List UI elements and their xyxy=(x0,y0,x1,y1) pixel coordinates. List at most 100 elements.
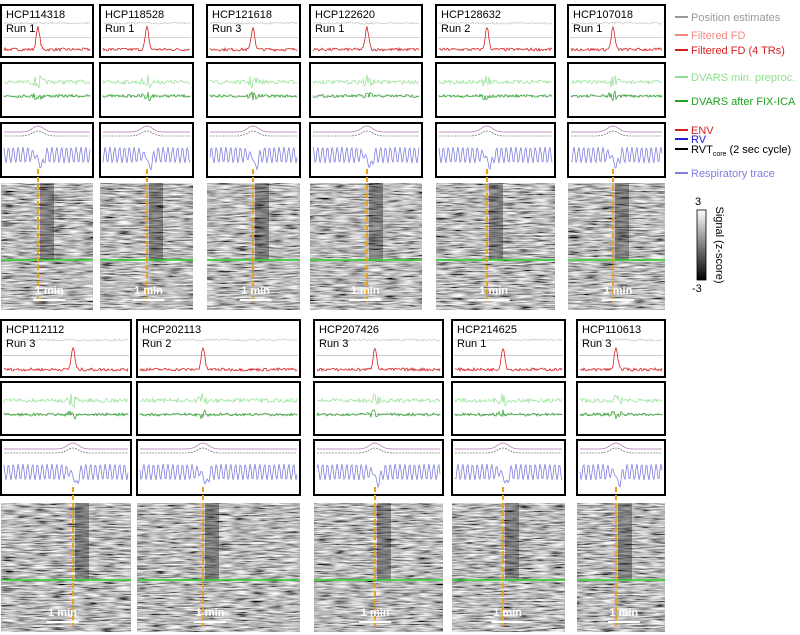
trace xyxy=(316,409,441,418)
panel-box xyxy=(576,319,666,378)
trace xyxy=(209,21,298,25)
trace xyxy=(438,75,553,87)
trace xyxy=(316,338,441,342)
scale-bar-label: 1 min xyxy=(609,607,638,619)
legend-text: DVARS min. preproc. xyxy=(691,72,795,84)
run-label: Run 1 xyxy=(457,338,486,350)
carpet-plot xyxy=(436,183,555,310)
trace xyxy=(312,91,420,99)
panel-box xyxy=(136,381,301,436)
run-label: Run 3 xyxy=(212,23,241,35)
trace xyxy=(140,442,297,450)
trace xyxy=(454,338,563,342)
scale-bar-label: 1 min xyxy=(479,285,508,297)
legend-label: DVARS after FIX-ICA xyxy=(691,96,796,108)
run-label: Run 3 xyxy=(582,338,611,350)
scale-bar-label: 1 min xyxy=(604,285,633,297)
panel-box xyxy=(206,62,301,118)
legend-text: RV xyxy=(691,134,707,146)
legend-text: Filtered FD (4 TRs) xyxy=(691,45,785,57)
dark-band xyxy=(489,183,503,260)
subject-id: HCP128632 xyxy=(441,9,501,21)
legend-label: Filtered FD xyxy=(691,30,745,42)
subject-id: HCP202113 xyxy=(142,324,201,336)
dark-band xyxy=(377,503,391,580)
legend-subscript: core xyxy=(713,151,727,158)
trace xyxy=(4,125,90,133)
scale-bar-label: 1 min xyxy=(493,607,522,619)
run-label: Run 1 xyxy=(315,23,344,35)
trace xyxy=(139,392,298,405)
trace xyxy=(3,346,129,372)
legend-text: RVT xyxy=(691,144,713,156)
trace xyxy=(102,74,191,89)
subject-id: HCP107018 xyxy=(573,9,633,21)
legend-text: Filtered FD xyxy=(691,30,745,42)
trace xyxy=(579,463,663,488)
trace xyxy=(313,125,419,133)
scale-bar-label: 1 min xyxy=(351,285,380,297)
trace xyxy=(570,146,663,169)
trace xyxy=(312,146,420,169)
dark-band xyxy=(40,183,54,260)
panel-box xyxy=(435,62,556,118)
trace xyxy=(454,393,563,407)
trace xyxy=(139,463,298,485)
trace xyxy=(210,125,297,133)
trace xyxy=(439,130,552,137)
trace xyxy=(3,93,91,101)
carpet-plot xyxy=(1,503,131,632)
trace xyxy=(3,338,129,342)
run-label: Run 1 xyxy=(573,23,602,35)
trace xyxy=(3,74,91,89)
run-label: Run 1 xyxy=(105,23,134,35)
trace xyxy=(570,21,663,25)
trace xyxy=(3,21,91,25)
trace xyxy=(316,347,441,372)
colorbar-min: -3 xyxy=(692,283,702,295)
scale-bar-label: 1 min xyxy=(35,285,64,297)
trace xyxy=(102,91,191,101)
panel-box xyxy=(567,62,666,118)
panel-box xyxy=(313,381,444,436)
dark-band xyxy=(615,183,629,260)
panel-box xyxy=(435,4,556,58)
trace xyxy=(455,442,562,450)
legend-text: DVARS after FIX-ICA xyxy=(691,96,796,108)
trace xyxy=(571,130,662,137)
dark-band xyxy=(369,183,383,260)
legend-label: ENV xyxy=(691,125,714,137)
trace xyxy=(454,409,563,418)
trace xyxy=(316,393,441,406)
scale-bar-label: 1 min xyxy=(241,285,270,297)
trace xyxy=(580,442,662,450)
trace xyxy=(570,90,663,102)
legend-label: Position estimates xyxy=(691,12,781,24)
panel-box xyxy=(451,439,566,496)
scale-bar-label: 1 min xyxy=(361,607,390,619)
subject-id: HCP207426 xyxy=(319,324,379,336)
trace xyxy=(3,463,129,485)
run-label: Run 2 xyxy=(441,23,470,35)
run-label: Run 3 xyxy=(6,338,35,350)
panel-box xyxy=(0,62,94,118)
subject-id: HCP214625 xyxy=(457,324,517,336)
panel-box xyxy=(136,439,301,496)
carpet-plot xyxy=(137,503,300,632)
carpet-plot xyxy=(452,503,565,632)
trace xyxy=(209,26,298,52)
carpet-plot xyxy=(1,183,93,310)
scale-bar-label: 1 min xyxy=(134,285,163,297)
legend-label: RVTcore (2 sec cycle) xyxy=(691,144,791,158)
trace xyxy=(3,146,91,169)
trace xyxy=(3,26,91,52)
trace xyxy=(102,146,191,172)
panel-box xyxy=(206,4,301,58)
trace xyxy=(209,146,298,171)
trace xyxy=(4,442,128,450)
panel-box xyxy=(451,381,566,436)
panel-box xyxy=(0,381,132,436)
run-label: Run 2 xyxy=(142,338,171,350)
trace xyxy=(579,410,663,420)
